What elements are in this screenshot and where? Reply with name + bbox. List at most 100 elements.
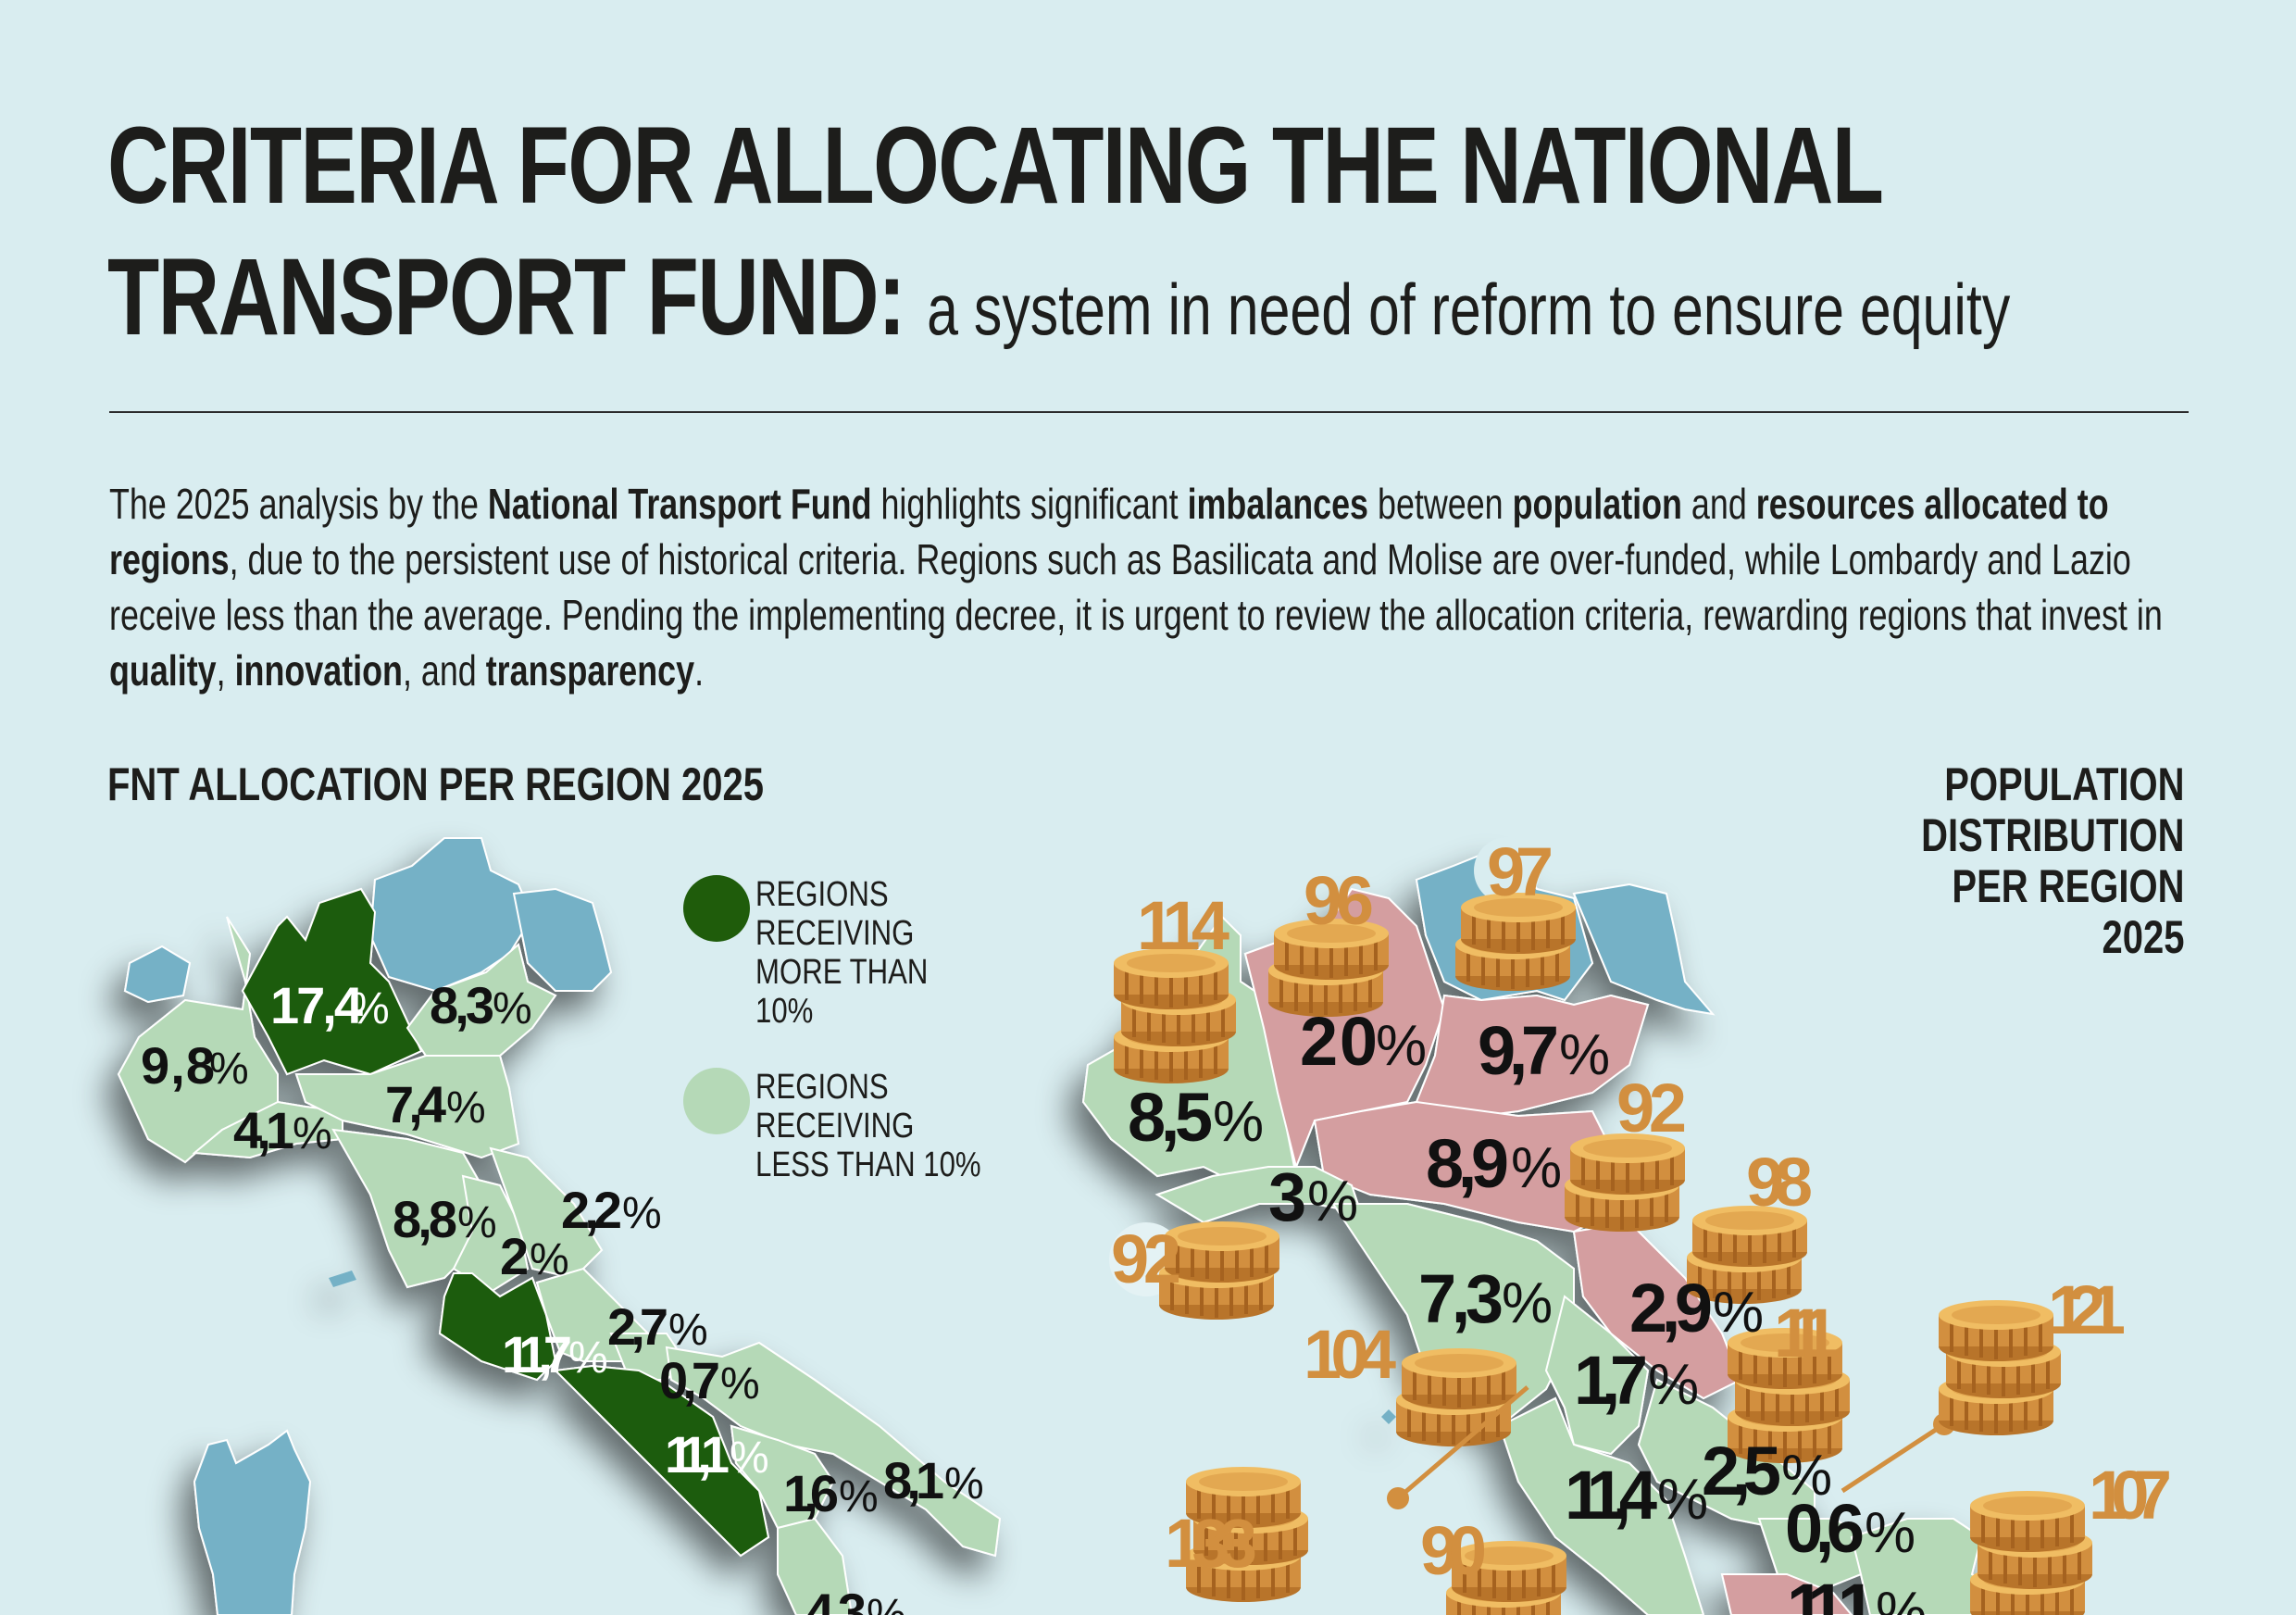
svg-text:%: % [1713,1281,1764,1345]
region-lazio [438,1272,557,1382]
label-umbria: 2 [500,1227,529,1285]
coin-value-liguria: 92 [1111,1221,1181,1297]
coin-value-apulia: 107 [2089,1457,2172,1534]
leader-line-molise [1841,1421,1946,1494]
svg-text:%: % [493,984,532,1033]
region-liguria-r [1154,1166,1363,1224]
leader-line-umbria [1396,1385,1529,1500]
label-campania: 11,1 [665,1425,730,1484]
rlabel-molise: 0,6 [1785,1490,1865,1567]
svg-text:%: % [1376,1014,1427,1078]
svg-text:%: % [446,1083,486,1133]
intro-text: The 2025 analysis by the [109,480,488,528]
legend-label: REGIONS RECEIVING MORE THAN 10% [755,875,929,1031]
coins-apulia [1970,1491,2092,1615]
intro-bold: population [1512,480,1682,528]
svg-text:%: % [720,1359,760,1408]
label-tuscany: 8,8 [393,1190,457,1248]
intro-text: highlights significant [871,480,1188,528]
left-map [117,837,1002,1615]
region-umbria [452,1174,530,1294]
right-title-line: POPULATION [1944,758,2185,810]
right-map-labels: 8,5% 20% 9,7% 3% 8,9% 7,3% 2,9% 1,7% 11,… [1128,1003,1927,1615]
intro-bold: quality [109,646,217,695]
label-basilicata: 1,6 [783,1464,839,1522]
legend-dot-light-green [683,1068,750,1134]
legend-item-more: REGIONS RECEIVING MORE THAN 10% [683,875,1033,1031]
svg-text:%: % [1876,1581,1927,1615]
intro-bold: National Transport Fund [487,480,872,528]
rlabel-liguria: 3 [1268,1158,1306,1235]
coin-value-marche: 98 [1746,1144,1813,1221]
region-calabria [777,1517,854,1615]
region-elba-r [1381,1409,1396,1424]
svg-text:%: % [209,1045,249,1094]
coin-value-veneto: 97 [1487,833,1554,910]
intro-text: , and [402,646,486,695]
label-lombardy: 17,4 [270,976,363,1034]
legend-item-less: REGIONS RECEIVING LESS THAN 10% [683,1068,1033,1184]
legend-dot-dark-green [683,875,750,942]
region-campania-r [1720,1573,1853,1615]
intro-bold: transparency [485,646,695,695]
svg-text:%: % [1657,1468,1708,1532]
region-lombardy [241,887,423,1076]
svg-text:%: % [1781,1444,1832,1508]
region-aosta [123,945,192,1004]
intro-text: , due to the persistent use of historica… [109,535,2163,639]
region-emilia [294,1055,520,1159]
rlabel-abruzzo: 2,5 [1702,1433,1781,1509]
label-lazio: 11,7 [502,1325,572,1383]
right-title-line: DISTRIBUTION [1921,809,2185,861]
coin-value-abruzzo: 111 [1774,1295,1839,1371]
region-sardinia [193,1429,312,1615]
svg-text:%: % [1307,1170,1358,1233]
region-lazio-r [1498,1396,1705,1615]
svg-text:%: % [350,984,390,1033]
intro-bold: innovation [234,646,403,695]
legend: REGIONS RECEIVING MORE THAN 10% REGIONS … [683,875,1033,1221]
intro-bold: resources allocated to regions [109,480,2109,583]
svg-text:%: % [568,1333,608,1383]
label-molise: 0,7 [659,1351,720,1409]
rlabel-lombardy: 20 [1300,1003,1378,1080]
coins-emilia [1565,1133,1685,1232]
coin-stacks: 114 96 97 92 92 98 104 133 90 111 121 10… [1109,833,2172,1615]
label-veneto: 8,3 [430,976,494,1034]
rlabel-umbria: 1,7 [1574,1342,1648,1419]
svg-text:%: % [1511,1136,1562,1200]
coins-molise [1939,1300,2061,1435]
title-line-1: CRITERIA FOR ALLOCATING THE NATIONAL [107,105,1884,227]
coin-value-lombardy: 96 [1304,862,1374,939]
intro-text: and [1681,480,1756,528]
region-marche-r [1572,1221,1742,1400]
svg-text:%: % [1502,1271,1553,1335]
region-piedmont [117,916,279,1164]
coin-value-piedmont: 114 [1137,887,1229,964]
svg-text:%: % [622,1189,662,1238]
svg-text:%: % [944,1459,984,1509]
svg-text:%: % [867,1591,906,1615]
label-emilia: 7,4 [385,1075,446,1133]
svg-text:%: % [457,1198,497,1247]
svg-text:%: % [839,1472,879,1521]
coin-value-emilia: 92 [1616,1070,1687,1146]
label-liguria: 4,1 [233,1101,294,1159]
label-apulia: 8,1 [883,1451,944,1509]
rlabel-tuscany: 7,3 [1418,1260,1504,1337]
right-title-line: PER REGION [1952,860,2185,912]
rlabel-campania: 11,1 [1787,1570,1876,1615]
title-subtitle: a system in need of reform to ensure equ… [927,269,2011,350]
legend-label: REGIONS RECEIVING LESS THAN 10% [755,1068,981,1184]
rlabel-lazio: 11,4 [1565,1457,1657,1534]
rlabel-marche: 2,9 [1629,1270,1713,1346]
coins-piedmont [1114,948,1236,1083]
region-veneto [406,943,557,1057]
page-title: CRITERIA FOR ALLOCATING THE NATIONAL TRA… [107,100,2010,375]
region-marche [489,1146,604,1280]
svg-text:%: % [730,1433,769,1483]
svg-text:%: % [1865,1501,1915,1565]
label-calabria: 4,3 [805,1583,867,1615]
title-line-2: TRANSPORT FUND: a system in need of refo… [107,232,2010,375]
intro-text: , [216,646,235,695]
